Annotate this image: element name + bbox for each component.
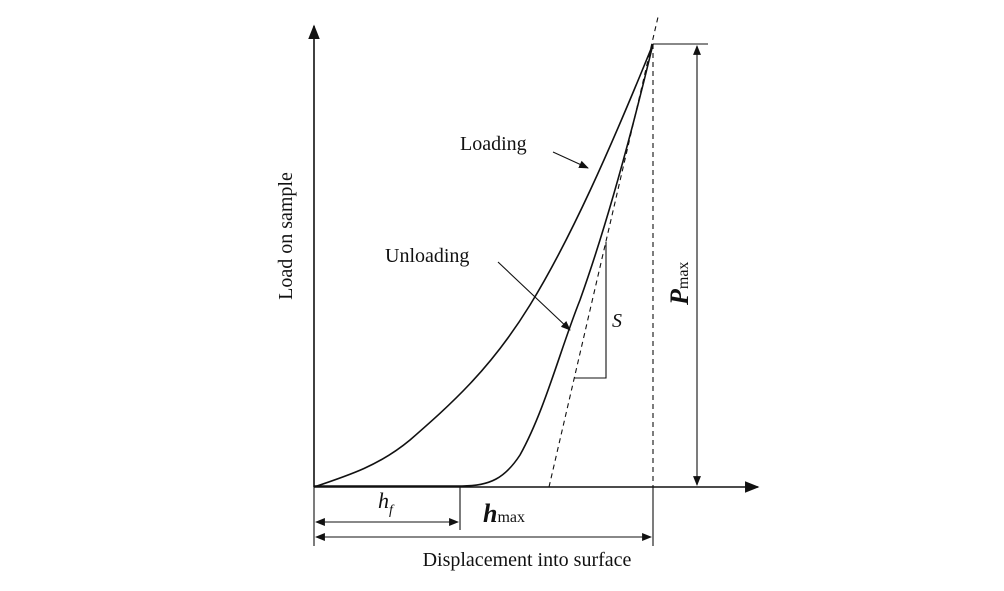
hmax-symbol: h (483, 499, 497, 528)
pmax-symbol: P (665, 288, 694, 306)
slope-triangle (574, 242, 607, 379)
unloading-label: Unloading (385, 245, 469, 267)
stiffness-label: S (612, 310, 622, 332)
unloading-pointer (497, 261, 571, 331)
hmax-sub: max (497, 509, 525, 526)
pmax-label: Pmax (665, 262, 694, 306)
loading-curve (313, 43, 654, 488)
hf-label: hf (378, 488, 395, 518)
hf-symbol: h (378, 488, 389, 513)
loading-label: Loading (460, 133, 527, 155)
hmax-label: hmax (483, 499, 525, 528)
y-axis-label: Load on sample (275, 172, 297, 300)
unloading-curve (314, 43, 654, 487)
hf-sub: f (389, 503, 395, 518)
pmax-sub: max (675, 262, 692, 290)
loading-pointer (552, 151, 589, 169)
x-axis-label: Displacement into surface (423, 549, 632, 571)
